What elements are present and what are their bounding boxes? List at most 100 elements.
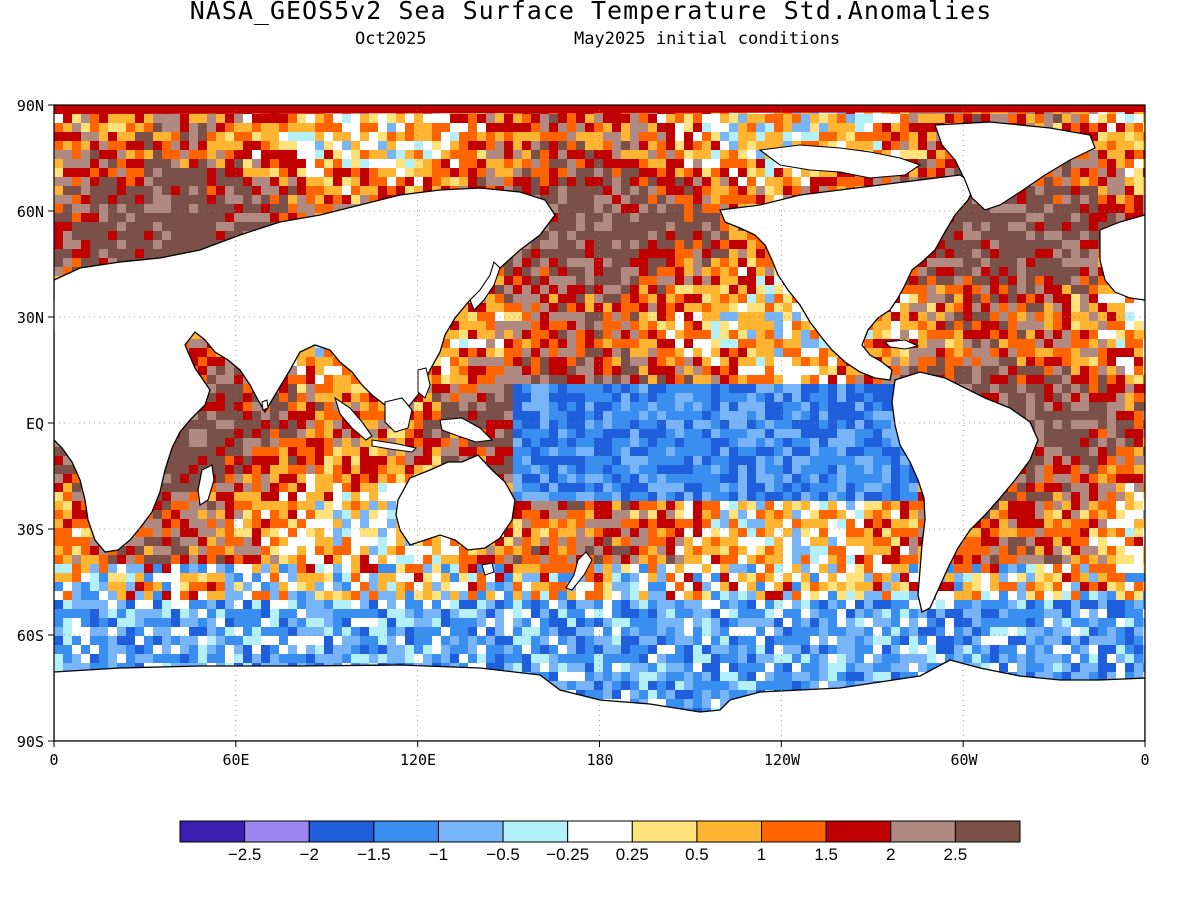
anomaly-cell <box>576 195 586 205</box>
anomaly-cell <box>666 114 676 124</box>
anomaly-cell <box>756 195 766 205</box>
anomaly-cell <box>486 375 496 385</box>
anomaly-cell <box>621 447 631 457</box>
anomaly-cell <box>261 204 271 214</box>
anomaly-cell <box>351 114 361 124</box>
anomaly-cell <box>504 258 514 268</box>
anomaly-cell <box>513 438 523 448</box>
anomaly-cell <box>882 114 892 124</box>
anomaly-cell <box>1080 330 1090 340</box>
anomaly-cell <box>1062 222 1072 232</box>
lon-label-180: 180 <box>586 751 614 769</box>
anomaly-cell <box>405 150 415 160</box>
anomaly-cell <box>639 411 649 421</box>
anomaly-cell <box>837 411 847 421</box>
anomaly-cell <box>855 411 865 421</box>
anomaly-cell <box>711 285 721 295</box>
anomaly-cell <box>927 330 937 340</box>
anomaly-cell <box>603 141 613 151</box>
anomaly-cell <box>342 420 352 430</box>
anomaly-cell <box>702 366 712 376</box>
anomaly-cell <box>990 267 1000 277</box>
anomaly-cell <box>306 411 316 421</box>
anomaly-cell <box>315 420 325 430</box>
anomaly-cell <box>1071 339 1081 349</box>
anomaly-cell <box>306 204 316 214</box>
anomaly-cell <box>513 375 523 385</box>
anomaly-cell <box>720 429 730 439</box>
anomaly-cell <box>1134 420 1144 430</box>
anomaly-cell <box>342 429 352 439</box>
anomaly-cell <box>612 132 622 142</box>
anomaly-cell <box>180 114 190 124</box>
anomaly-cell <box>135 159 145 169</box>
anomaly-cell <box>252 411 262 421</box>
anomaly-cell <box>747 366 757 376</box>
anomaly-cell <box>873 330 883 340</box>
anomaly-cell <box>207 123 217 133</box>
anomaly-cell <box>198 348 208 358</box>
anomaly-cell <box>927 141 937 151</box>
anomaly-cell <box>972 231 982 241</box>
anomaly-cell <box>972 240 982 250</box>
anomaly-cell <box>648 285 658 295</box>
anomaly-cell <box>675 177 685 187</box>
anomaly-cell <box>252 465 262 475</box>
anomaly-cell <box>1053 402 1063 412</box>
anomaly-cell <box>540 375 550 385</box>
anomaly-cell <box>1044 231 1054 241</box>
anomaly-cell <box>990 384 1000 394</box>
anomaly-cell <box>1071 258 1081 268</box>
anomaly-cell <box>612 411 622 421</box>
anomaly-cell <box>756 348 766 358</box>
anomaly-cell <box>1062 402 1072 412</box>
anomaly-cell <box>711 213 721 223</box>
anomaly-cell <box>297 348 307 358</box>
anomaly-cell <box>774 447 784 457</box>
anomaly-cell <box>603 240 613 250</box>
anomaly-cell <box>522 159 532 169</box>
anomaly-cell <box>1080 231 1090 241</box>
anomaly-cell <box>189 186 199 196</box>
anomaly-cell <box>1035 348 1045 358</box>
anomaly-cell <box>990 294 1000 304</box>
anomaly-cell <box>1044 195 1054 205</box>
anomaly-cell <box>198 222 208 232</box>
anomaly-cell <box>783 312 793 322</box>
anomaly-cell <box>819 465 829 475</box>
anomaly-cell <box>639 348 649 358</box>
anomaly-cell <box>891 447 901 457</box>
anomaly-cell <box>54 231 64 241</box>
anomaly-cell <box>972 375 982 385</box>
anomaly-cell <box>495 141 505 151</box>
anomaly-cell <box>918 123 928 133</box>
lon-label-0: 0 <box>49 751 59 769</box>
anomaly-cell <box>477 114 487 124</box>
anomaly-cell <box>756 240 766 250</box>
anomaly-cell <box>540 465 550 475</box>
anomaly-cell <box>585 303 595 313</box>
anomaly-cell <box>279 420 289 430</box>
anomaly-cell <box>684 168 694 178</box>
anomaly-cell <box>1116 429 1126 439</box>
anomaly-cell <box>261 411 271 421</box>
anomaly-cell <box>1107 141 1117 151</box>
anomaly-cell <box>126 150 136 160</box>
anomaly-cell <box>216 159 226 169</box>
anomaly-cell <box>1062 213 1072 223</box>
anomaly-cell <box>702 114 712 124</box>
anomaly-cell <box>756 411 766 421</box>
anomaly-cell <box>198 123 208 133</box>
anomaly-cell <box>1116 384 1126 394</box>
anomaly-cell <box>738 249 748 259</box>
anomaly-cell <box>801 456 811 466</box>
anomaly-cell <box>1134 195 1144 205</box>
anomaly-cell <box>351 177 361 187</box>
anomaly-cell <box>999 204 1009 214</box>
anomaly-cell <box>927 276 937 286</box>
anomaly-cell <box>288 411 298 421</box>
anomaly-cell <box>1125 150 1135 160</box>
anomaly-cell <box>945 240 955 250</box>
anomaly-cell <box>1062 366 1072 376</box>
anomaly-cell <box>1116 168 1126 178</box>
